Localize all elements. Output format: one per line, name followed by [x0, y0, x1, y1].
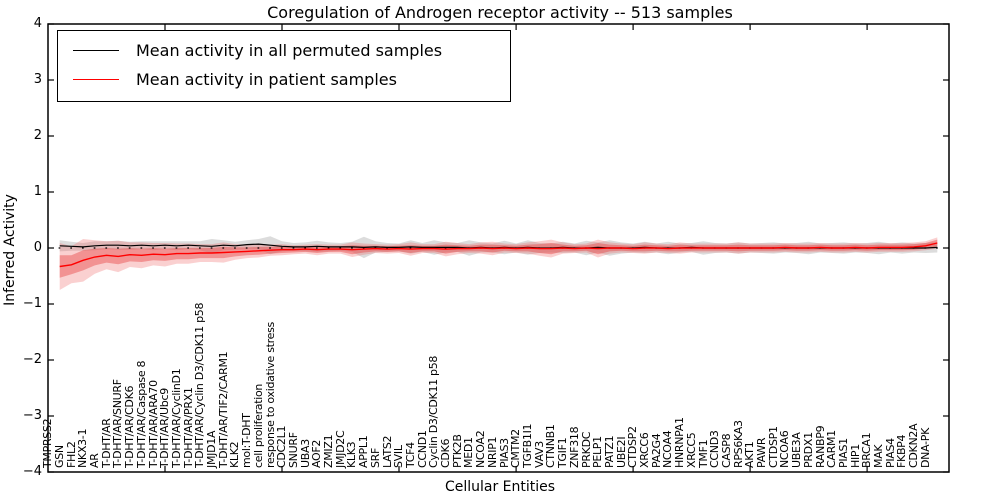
x-tick-label: SVIL	[392, 445, 406, 468]
y-tick-label: 0	[33, 240, 42, 255]
x-tick-label: T-DHT/AR/PRX1	[181, 387, 195, 468]
x-tick-label: PELP1	[591, 436, 605, 468]
x-tick-label: TGFB1I1	[521, 423, 534, 468]
y-tick-label: −4	[22, 464, 42, 479]
legend-item-permuted: Mean activity in all permuted samples	[58, 36, 510, 65]
x-tick-label: T-DHT/AR/SNURF	[111, 379, 125, 468]
x-tick-label: HNRNPA1	[673, 417, 687, 468]
x-tick-label: MED1	[462, 437, 476, 468]
x-tick-label: CDK6	[439, 438, 452, 468]
x-tick-label: XRCC5	[684, 432, 698, 469]
x-tick-label: ZMIZ1	[322, 434, 335, 468]
x-tick-label: CASP8	[719, 433, 733, 468]
patient-mean-line	[59, 242, 938, 268]
x-tick-label: KLK2	[228, 441, 242, 468]
chart-title: Coregulation of Androgen receptor activi…	[267, 3, 733, 22]
x-tick-label: CCND3	[708, 430, 722, 468]
x-tick-label: TGIF1	[556, 437, 570, 468]
x-tick-label: UBE3A	[790, 432, 804, 468]
x-tick-label: PRKDC	[579, 431, 593, 468]
legend-label-permuted: Mean activity in all permuted samples	[136, 41, 443, 60]
x-tick-label: GSN	[52, 445, 66, 468]
x-tick-label: NCOA6	[778, 430, 792, 468]
legend-item-patient: Mean activity in patient samples	[58, 65, 510, 94]
permuted-mean-line	[59, 243, 938, 249]
x-tick-label: CMTM2	[509, 429, 523, 468]
x-tick-label: AKT1	[743, 441, 757, 468]
x-tick-label: XRCC6	[638, 432, 651, 469]
legend-label-patient: Mean activity in patient samples	[136, 70, 397, 89]
x-tick-label: UBA3	[298, 439, 312, 468]
x-tick-label: AR	[88, 453, 101, 468]
x-tick-label: JMJD1A	[205, 430, 218, 468]
x-tick-label: response to oxidative stress	[263, 322, 277, 468]
x-tick-label: KLK3	[345, 441, 359, 468]
x-tick-label: RPS6KA3	[731, 420, 745, 468]
x-tick-label: DNA-PK	[918, 428, 932, 468]
x-tick-label: PATZ1	[602, 435, 616, 468]
x-tick-label: CARM1	[825, 430, 839, 468]
x-tick-label: FKBP4	[895, 434, 909, 468]
y-tick-label: 3	[33, 72, 42, 87]
patient-line-sample	[73, 79, 119, 80]
x-tick-label: UBE2I	[614, 436, 628, 468]
x-tick-label: RANBP9	[813, 425, 827, 468]
y-tick-label: −2	[22, 352, 42, 367]
permuted-line-sample	[73, 50, 119, 51]
y-tick-label: 2	[33, 128, 42, 143]
x-tick-label: PRDX1	[801, 432, 815, 468]
x-tick-label: PIAS1	[836, 438, 850, 468]
x-tick-label: TCF4	[403, 442, 417, 468]
x-tick-label: T-DHT/AR/CDK6	[123, 385, 137, 468]
x-tick-label: NCOA2	[474, 430, 488, 468]
x-tick-label: NCOA4	[661, 430, 675, 468]
x-axis-label: Cellular Entities	[444, 479, 556, 495]
x-tick-label: APPL1	[357, 435, 371, 468]
x-tick-label: CDC2L1	[275, 425, 289, 468]
legend: Mean activity in all permuted samples Me…	[57, 30, 511, 102]
patient-band-outer	[59, 237, 938, 290]
x-tick-label: ZNF318	[567, 426, 581, 468]
x-tick-label: T-DHT/AR/Ubc9	[158, 388, 172, 468]
x-tick-label: T-DHT/AR/Cyclin D3/CDK11 p58	[193, 302, 207, 468]
x-tick-label: FHL2	[64, 441, 78, 468]
x-tick-label: NKX3-1	[76, 428, 90, 468]
x-tick-label: TMF1	[696, 439, 710, 468]
permuted-band	[59, 236, 938, 259]
x-tick-label: CTNNB1	[544, 424, 558, 468]
x-tick-label: mol:T-DHT	[240, 413, 254, 468]
patient-band-inner	[59, 239, 938, 278]
x-tick-label: PIAS3	[497, 438, 511, 468]
x-tick-label: LATS2	[380, 435, 394, 468]
x-tick-label: CTDSP2	[626, 426, 640, 468]
x-tick-label: NRIP1	[485, 436, 499, 468]
x-tick-label: SRF	[368, 447, 382, 468]
y-tick-label: −3	[22, 408, 42, 423]
x-tick-label: SNURF	[286, 432, 300, 468]
x-tick-label: AOF2	[310, 439, 324, 468]
x-tick-label: HIP1	[848, 444, 862, 468]
x-tick-label: PAWR	[755, 437, 768, 468]
x-tick-label: Cyclin D3/CDK11 p58	[427, 355, 441, 468]
x-tick-label: T-DHT/AR/CyclinD1	[169, 368, 183, 468]
x-tick-label: T-DHT/AR/ARA70	[146, 380, 160, 468]
x-tick-label: cell proliferation	[251, 383, 265, 468]
x-tick-label: T-DHT/AR/Caspase 8	[134, 360, 148, 468]
x-tick-label: TMPRSS2	[41, 418, 55, 468]
x-tick-label: MAK	[872, 444, 885, 468]
y-tick-label: 1	[33, 184, 42, 199]
x-tick-label: BRCA1	[860, 432, 874, 468]
x-tick-label: CCND1	[415, 430, 429, 468]
x-tick-label: CDKN2A	[907, 423, 921, 468]
y-tick-label: 4	[33, 16, 42, 31]
y-tick-label: −1	[22, 296, 42, 311]
